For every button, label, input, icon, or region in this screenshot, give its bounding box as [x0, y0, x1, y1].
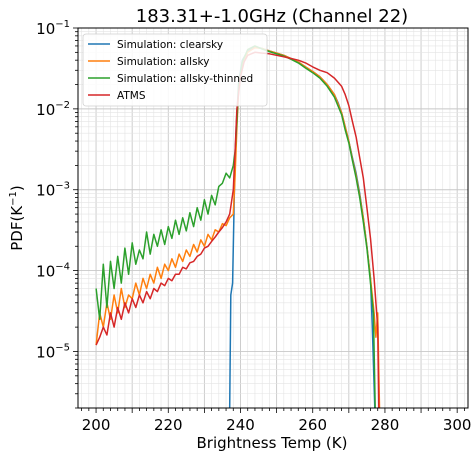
x-axis-label: Brightness Temp (K)	[197, 434, 348, 452]
y-tick-label-exponent: −4	[55, 262, 70, 273]
x-tick-label: 240	[226, 416, 255, 434]
chart-title: 183.31+-1.0GHz (Channel 22)	[136, 6, 408, 27]
legend-label: Simulation: allsky	[117, 56, 209, 68]
y-tick-label-base: 10	[36, 263, 55, 281]
y-tick-label-base: 10	[36, 101, 55, 119]
legend-box	[82, 33, 268, 107]
y-tick-label-exponent: −1	[55, 19, 70, 30]
y-tick-label: 10−5	[36, 342, 70, 361]
axes-frame	[77, 27, 469, 409]
legend-label: Simulation: allsky-thinned	[117, 73, 253, 85]
y-axis-label-main: PDF(K	[8, 205, 26, 251]
x-tick-label: 300	[443, 416, 472, 434]
y-axis-label-end: )	[8, 185, 26, 191]
y-tick-label-exponent: −3	[55, 181, 70, 192]
y-tick-label-exponent: −5	[55, 342, 70, 353]
x-tick-label: 200	[82, 416, 111, 434]
y-tick-label-base: 10	[36, 20, 55, 38]
x-tick-label: 260	[298, 416, 327, 434]
y-axis-label: PDF(K−1)	[8, 185, 26, 251]
y-tick-label: 10−2	[36, 100, 70, 119]
y-tick-label-exponent: −2	[55, 100, 70, 111]
y-tick-label-base: 10	[36, 182, 55, 200]
y-tick-label: 10−3	[36, 181, 70, 200]
y-axis-label-superscript: −1	[8, 191, 19, 206]
x-tick-label: 280	[371, 416, 400, 434]
y-tick-label-base: 10	[36, 343, 55, 361]
legend-label: Simulation: clearsky	[117, 39, 223, 51]
x-tick-label: 220	[154, 416, 183, 434]
series-line-4	[95, 51, 380, 408]
legend: Simulation: clearsky Simulation: allsky Si…	[82, 33, 268, 107]
series-line-3	[95, 45, 376, 408]
legend-label: ATMS	[117, 90, 146, 102]
y-tick-label: 10−1	[36, 19, 70, 38]
y-tick-label: 10−4	[36, 262, 70, 281]
